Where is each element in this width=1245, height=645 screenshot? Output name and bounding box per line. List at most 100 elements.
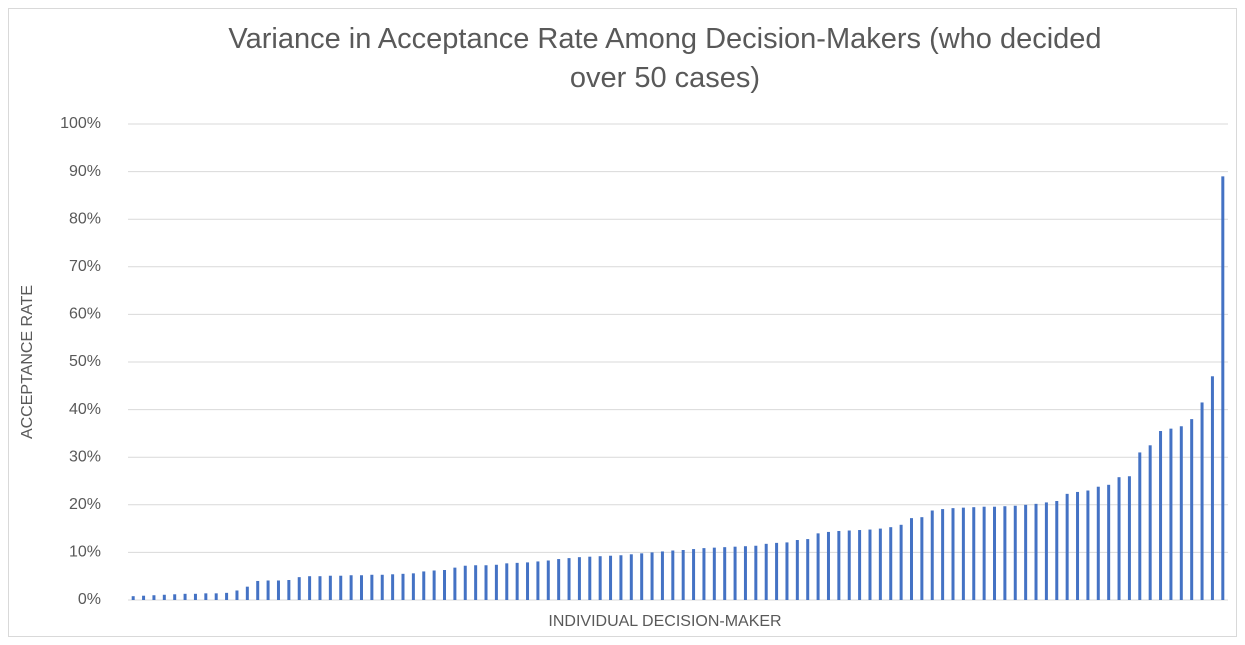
- bar: [494, 564, 498, 600]
- bar: [1200, 402, 1204, 600]
- bar: [422, 571, 426, 600]
- bar: [588, 556, 592, 600]
- bar: [712, 547, 716, 600]
- bar: [619, 555, 623, 600]
- bar: [1055, 500, 1059, 600]
- x-axis-label: INDIVIDUAL DECISION-MAKER: [548, 613, 781, 630]
- y-tick-label: 90%: [69, 163, 101, 180]
- bar: [546, 560, 550, 600]
- bar: [640, 553, 644, 600]
- bar: [858, 530, 862, 600]
- bar: [1065, 493, 1069, 600]
- bar: [142, 595, 146, 600]
- bar: [598, 556, 602, 600]
- bar: [785, 542, 789, 600]
- chart-border: [8, 8, 1237, 637]
- bar: [235, 590, 239, 600]
- bar: [692, 549, 696, 600]
- bar: [183, 593, 187, 600]
- bar: [443, 570, 447, 600]
- bar: [1127, 476, 1131, 600]
- bar: [681, 550, 685, 600]
- bar: [173, 594, 177, 600]
- bar: [909, 518, 913, 600]
- bar: [515, 562, 519, 600]
- bar: [764, 543, 768, 600]
- bar: [837, 530, 841, 600]
- bar: [245, 586, 249, 600]
- bar: [1076, 491, 1080, 600]
- bar: [847, 530, 851, 600]
- bar: [131, 596, 135, 600]
- bar: [1148, 445, 1152, 600]
- bar: [775, 542, 779, 600]
- bar: [806, 539, 810, 600]
- bar: [1044, 502, 1048, 600]
- bar: [318, 576, 322, 600]
- bar: [370, 574, 374, 600]
- bar: [1221, 176, 1225, 601]
- bar: [391, 574, 395, 600]
- bar: [1086, 490, 1090, 600]
- bar: [1003, 506, 1007, 600]
- bar: [359, 575, 363, 600]
- bar: [204, 593, 208, 600]
- bar: [577, 557, 581, 600]
- bar: [754, 545, 758, 600]
- bar: [349, 575, 353, 600]
- bar: [463, 565, 467, 600]
- y-tick-label: 50%: [69, 353, 101, 370]
- bar: [214, 593, 218, 600]
- bar: [432, 570, 436, 600]
- bar: [266, 580, 270, 600]
- bar: [339, 575, 343, 600]
- bar: [826, 531, 830, 600]
- bar: [733, 546, 737, 600]
- bar: [920, 517, 924, 600]
- y-tick-label: 80%: [69, 210, 101, 227]
- bar: [972, 507, 976, 600]
- bar: [951, 508, 955, 600]
- bar: [941, 509, 945, 600]
- y-tick-label: 10%: [69, 544, 101, 561]
- bar: [411, 573, 415, 600]
- bar: [868, 529, 872, 600]
- bar: [162, 594, 166, 600]
- bar: [1210, 376, 1214, 600]
- bar: [816, 533, 820, 600]
- bar: [297, 577, 301, 600]
- bar: [536, 561, 540, 600]
- bar: [795, 540, 799, 600]
- bar: [609, 555, 613, 600]
- y-tick-label: 70%: [69, 258, 101, 275]
- bar: [899, 524, 903, 600]
- bar: [889, 527, 893, 600]
- chart-title: Variance in Acceptance Rate Among Decisi…: [228, 23, 1102, 94]
- bar: [982, 506, 986, 600]
- bar: [256, 580, 260, 600]
- bar: [557, 559, 561, 600]
- bar: [526, 562, 530, 600]
- bar: [1107, 484, 1111, 600]
- bar: [484, 565, 488, 600]
- bar: [453, 567, 457, 600]
- bar: [152, 595, 156, 600]
- bar: [380, 574, 384, 600]
- y-tick-label: 20%: [69, 496, 101, 513]
- bar: [993, 506, 997, 600]
- y-tick-label: 60%: [69, 306, 101, 323]
- bar: [328, 575, 332, 600]
- bar: [474, 565, 478, 600]
- y-tick-label: 40%: [69, 401, 101, 418]
- y-axis-label: ACCEPTANCE RATE: [19, 285, 36, 439]
- bar: [308, 576, 312, 600]
- bar: [629, 554, 633, 600]
- y-tick-label: 100%: [60, 115, 101, 132]
- bar: [1024, 504, 1028, 600]
- y-tick-label: 0%: [78, 591, 101, 608]
- bar: [401, 573, 405, 600]
- bar: [225, 592, 229, 600]
- bar: [660, 551, 664, 600]
